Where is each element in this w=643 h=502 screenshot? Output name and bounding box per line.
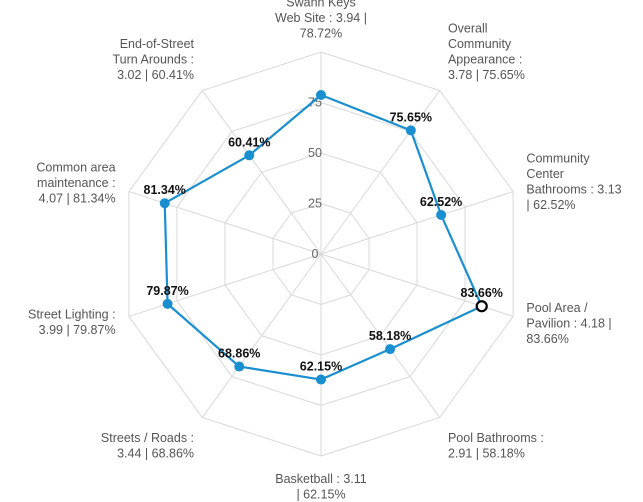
axis-label-line: Streets / Roads :: [101, 431, 194, 445]
axis-label-line: 3.78 | 75.65%: [448, 68, 525, 82]
data-label-5: 62.15%: [300, 360, 342, 374]
axis-label-line: 83.66%: [526, 332, 568, 346]
data-point-0[interactable]: [316, 89, 326, 100]
axis-label-line: Swann Keys: [286, 0, 355, 10]
series-line-group: [163, 93, 483, 381]
grid-spoke-9: [201, 90, 322, 255]
axis-label-line: | 62.52%: [526, 198, 575, 212]
axis-label-line: Pool Bathrooms :: [448, 431, 544, 445]
data-point-7[interactable]: [162, 298, 173, 309]
axis-label-line: 4.07 | 81.34%: [39, 191, 116, 205]
data-label-3: 83.66%: [461, 286, 503, 300]
grid-spoke-4: [320, 253, 441, 418]
data-point-1[interactable]: [405, 125, 416, 136]
data-label-2: 62.52%: [420, 195, 462, 209]
data-point-6[interactable]: [234, 361, 245, 372]
axis-label-line: Community: [526, 151, 590, 165]
axis-label-line: 3.02 | 60.41%: [117, 68, 194, 82]
data-point-3[interactable]: [475, 300, 488, 313]
axis-label-line: 3.99 | 79.87%: [39, 323, 116, 337]
data-label-8: 81.34%: [144, 183, 186, 197]
data-point-2[interactable]: [436, 209, 447, 220]
data-point-9[interactable]: [244, 150, 255, 161]
data-label-9: 60.41%: [228, 135, 270, 149]
axis-label-line: Street Lighting :: [28, 308, 116, 322]
radial-tick-1: 25: [308, 197, 322, 211]
data-label-6: 68.86%: [218, 347, 260, 361]
axis-label-line: Pool Area /: [526, 301, 588, 315]
series-line: [163, 93, 483, 381]
axis-label-7: Street Lighting :3.99 | 79.87%: [28, 308, 116, 338]
grid-spoke-7: [128, 253, 322, 317]
axis-label-line: Basketball : 3.11: [275, 472, 367, 486]
axis-label-line: 2.91 | 58.18%: [448, 446, 525, 460]
axis-label-line: maintenance :: [37, 176, 116, 190]
radar-grid: [128, 51, 514, 457]
grid-spoke-6: [201, 253, 322, 418]
data-labels: 75.65% 62.52% 83.66% 58.18% 62.15% 68.86% 79.8…: [144, 110, 503, 373]
axis-label-5: Basketball : 3.11 | 62.15%: [275, 472, 367, 502]
axis-label-line: | 62.15%: [296, 488, 345, 502]
axis-label-6: Streets / Roads :3.44 | 68.86%: [101, 431, 194, 461]
data-label-4: 58.18%: [369, 329, 411, 343]
radial-tick-2: 50: [308, 146, 322, 160]
radial-tick-0: 0: [312, 247, 319, 261]
axis-label-line: Community: [448, 37, 512, 51]
data-point-5[interactable]: [316, 374, 326, 385]
data-points: [159, 89, 488, 385]
axis-label-line: Overall: [448, 21, 488, 35]
axis-label-line: Web Site : 3.94 |: [275, 11, 367, 25]
data-label-1: 75.65%: [390, 110, 432, 124]
axis-label-line: Pavilion : 4.18 |: [526, 317, 611, 331]
axis-label-line: 78.72%: [300, 27, 342, 41]
data-point-4[interactable]: [385, 344, 396, 355]
data-point-8[interactable]: [159, 198, 170, 209]
grid-spoke-1: [320, 90, 441, 255]
axis-label-8: Common area maintenance :4.07 | 81.34%: [36, 160, 115, 205]
axis-label-line: Center: [526, 167, 564, 181]
axis-label-4: Pool Bathrooms :2.91 | 58.18%: [448, 431, 544, 461]
axis-label-3: Pool Area / Pavilion : 4.18 |83.66%: [526, 301, 611, 346]
axis-label-line: Appearance :: [448, 52, 522, 66]
axis-label-line: End-of-Street: [120, 37, 195, 51]
grid-spoke-2: [320, 191, 514, 255]
axis-label-line: Bathrooms : 3.13: [526, 182, 621, 196]
data-label-7: 79.87%: [146, 284, 188, 298]
axis-label-line: 3.44 | 68.86%: [117, 446, 194, 460]
axis-label-line: Common area: [36, 160, 115, 174]
axis-label-line: Turn Arounds :: [113, 52, 195, 66]
